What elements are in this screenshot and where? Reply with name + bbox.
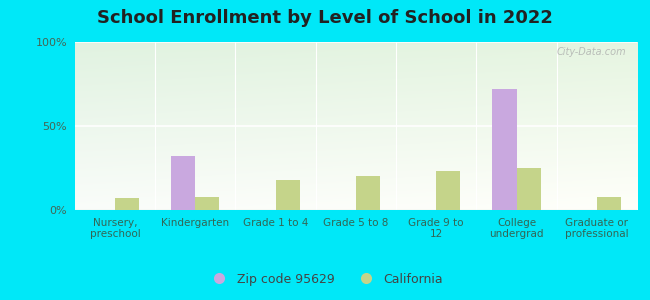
Bar <box>597 196 621 210</box>
Text: School Enrollment by Level of School in 2022: School Enrollment by Level of School in … <box>97 9 553 27</box>
Bar <box>493 89 517 210</box>
Bar <box>356 176 380 210</box>
Bar <box>171 156 195 210</box>
Bar <box>517 168 541 210</box>
Bar <box>195 196 219 210</box>
Bar <box>436 171 460 210</box>
Text: City-Data.com: City-Data.com <box>556 47 626 57</box>
Bar <box>276 180 300 210</box>
Legend: Zip code 95629, California: Zip code 95629, California <box>202 268 448 291</box>
Bar <box>115 198 139 210</box>
